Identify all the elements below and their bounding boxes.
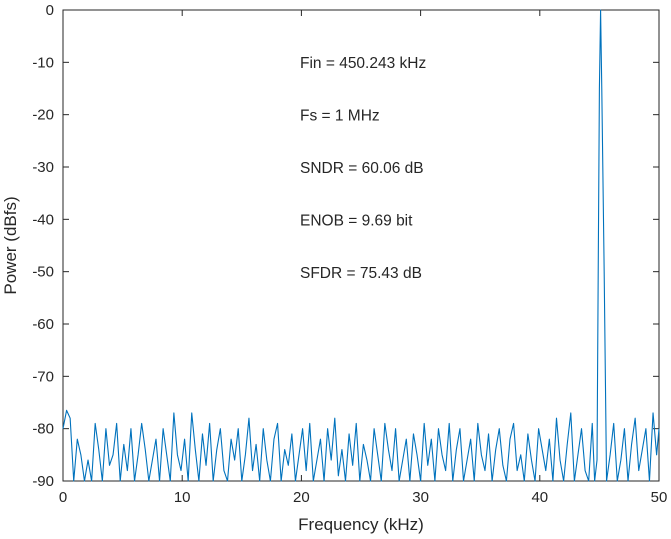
y-tick-label: -30 xyxy=(32,159,54,176)
y-tick-label: -80 xyxy=(32,421,54,438)
x-tick-label: 40 xyxy=(531,489,548,506)
y-tick-label: -40 xyxy=(32,211,54,228)
y-tick-label: -60 xyxy=(32,316,54,333)
y-tick-label: -20 xyxy=(32,107,54,124)
y-axis: 0 -10 -20 -30 -40 -50 -60 -70 -80 -90 xyxy=(32,2,659,490)
annotation-text: Fin = 450.243 kHz xyxy=(300,55,426,72)
y-tick-label: -90 xyxy=(32,473,54,490)
x-tick-label: 0 xyxy=(59,489,67,506)
annotation-block: Fin = 450.243 kHz Fs = 1 MHz SNDR = 60.06 … xyxy=(300,55,426,282)
y-axis-title: Power (dBfs) xyxy=(1,196,20,294)
series-line-0 xyxy=(62,9,660,482)
y-tick-label: -10 xyxy=(32,54,54,71)
annotation-text: ENOB = 9.69 bit xyxy=(300,213,413,230)
axes-box xyxy=(62,9,660,482)
x-axis-title: Frequency (kHz) xyxy=(298,515,424,534)
annotation-text: SNDR = 60.06 dB xyxy=(300,160,424,177)
y-tick-label: 0 xyxy=(46,2,54,19)
x-tick-label: 30 xyxy=(412,489,429,506)
x-tick-label: 50 xyxy=(651,489,668,506)
y-tick-label: -50 xyxy=(32,264,54,281)
x-axis: 0 10 20 30 40 50 xyxy=(59,10,668,506)
annotation-text: Fs = 1 MHz xyxy=(300,108,380,125)
x-tick-label: 10 xyxy=(174,489,191,506)
plot-area: 0 -10 -20 -30 -40 -50 -60 -70 -80 -90 0 10 20 30 40 50… xyxy=(32,2,667,506)
series-layer xyxy=(62,9,660,482)
y-tick-label: -70 xyxy=(32,368,54,385)
annotation-text: SFDR = 75.43 dB xyxy=(300,265,422,282)
x-tick-label: 20 xyxy=(293,489,310,506)
